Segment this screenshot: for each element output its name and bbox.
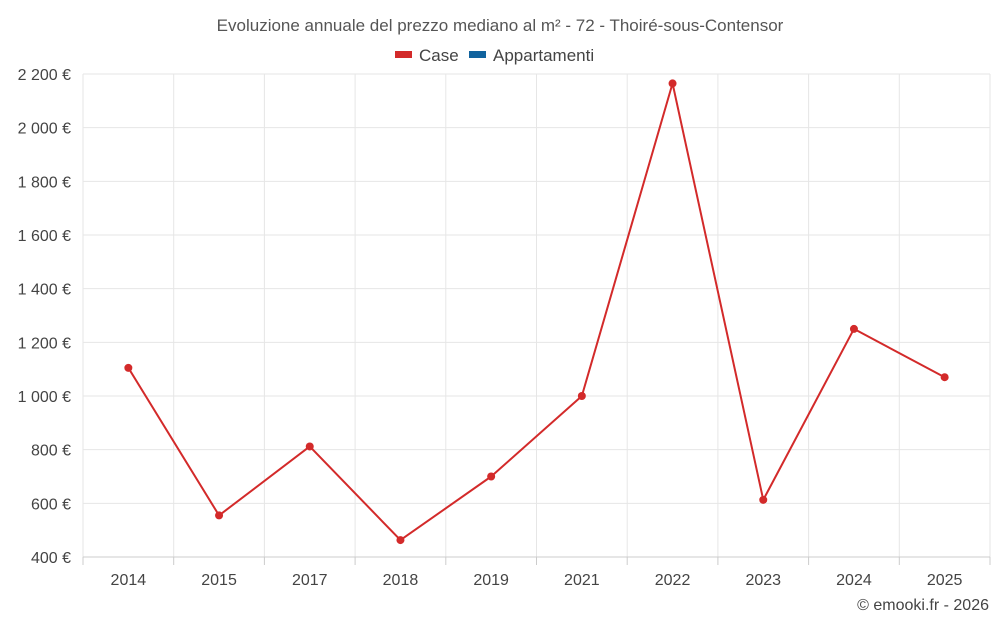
data-point[interactable] bbox=[940, 373, 949, 382]
data-point[interactable] bbox=[577, 392, 586, 400]
x-tick-label: 2014 bbox=[111, 572, 147, 589]
chart-title: Evoluzione annuale del prezzo mediano al… bbox=[217, 16, 784, 35]
legend: Case Appartamenti bbox=[395, 46, 594, 65]
x-tick-label: 2024 bbox=[836, 572, 872, 589]
legend-item-case[interactable]: Case bbox=[395, 46, 459, 65]
credit-text: © emooki.fr - 2026 bbox=[857, 597, 989, 614]
data-point[interactable] bbox=[668, 79, 677, 88]
legend-label-case: Case bbox=[419, 46, 459, 65]
x-tick-label: 2015 bbox=[201, 572, 237, 589]
x-tick-label: 2023 bbox=[745, 572, 781, 589]
y-tick-label: 1 200 € bbox=[18, 335, 71, 352]
x-tick-label: 2018 bbox=[383, 572, 419, 589]
gridlines bbox=[82, 73, 991, 558]
series-line-case bbox=[127, 82, 946, 542]
data-point[interactable] bbox=[487, 472, 496, 481]
legend-label-appartamenti: Appartamenti bbox=[493, 46, 594, 65]
y-tick-label: 2 200 € bbox=[18, 67, 71, 84]
y-tick-label: 600 € bbox=[31, 496, 71, 513]
data-point[interactable] bbox=[396, 536, 405, 545]
x-tick-label: 2017 bbox=[292, 572, 328, 589]
data-point[interactable] bbox=[305, 442, 314, 451]
x-tick-label: 2019 bbox=[473, 572, 509, 589]
series-case bbox=[124, 79, 949, 545]
x-tick-label: 2022 bbox=[655, 572, 691, 589]
y-tick-label: 1 800 € bbox=[18, 174, 71, 191]
y-tick-label: 1 600 € bbox=[18, 228, 71, 245]
y-tick-label: 400 € bbox=[31, 550, 71, 567]
y-tick-label: 1 000 € bbox=[18, 389, 71, 406]
legend-swatch-case bbox=[395, 51, 412, 58]
y-axis: 400 € 600 € 800 € 1 000 € 1 200 € 1 400 € 1 60… bbox=[18, 67, 71, 567]
x-tick-label: 2025 bbox=[927, 572, 963, 589]
data-point[interactable] bbox=[759, 495, 768, 504]
x-axis: 2014 2015 2017 2018 2019 2021 2022 2023 2024 2025 bbox=[82, 556, 991, 589]
legend-swatch-appartamenti bbox=[469, 51, 486, 58]
x-tick-label: 2021 bbox=[564, 572, 600, 589]
data-point[interactable] bbox=[849, 324, 858, 333]
y-tick-label: 1 400 € bbox=[18, 282, 71, 299]
legend-item-appartamenti[interactable]: Appartamenti bbox=[469, 46, 594, 65]
data-point[interactable] bbox=[124, 363, 133, 372]
y-tick-label: 2 000 € bbox=[18, 121, 71, 138]
y-tick-label: 800 € bbox=[31, 443, 71, 460]
data-point[interactable] bbox=[215, 511, 224, 520]
